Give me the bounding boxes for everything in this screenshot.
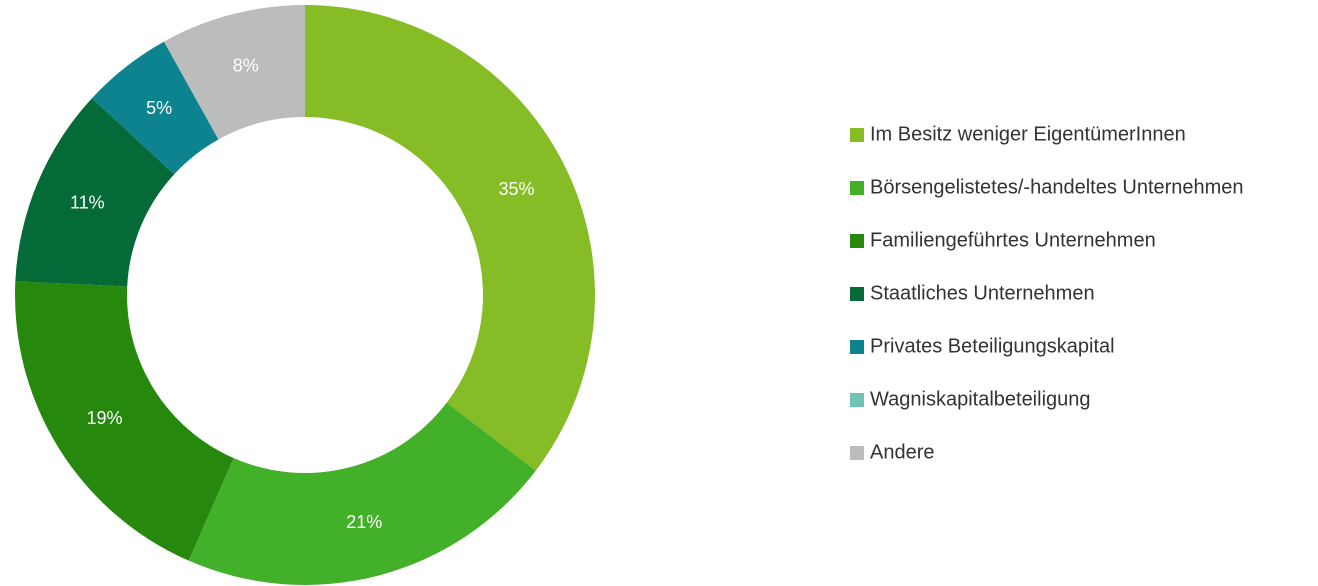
legend-label: Wagniskapitalbeteiligung <box>870 388 1091 410</box>
donut-slice <box>15 98 175 287</box>
legend-label: Familiengeführtes Unternehmen <box>870 229 1156 251</box>
legend-label: Privates Beteiligungskapital <box>870 335 1115 357</box>
legend-swatch <box>850 340 864 354</box>
legend-label: Staatliches Unternehmen <box>870 282 1095 304</box>
legend-swatch <box>850 128 864 142</box>
data-label: 8% <box>233 55 259 75</box>
donut-slice <box>14 281 234 561</box>
data-label: 21% <box>346 512 382 532</box>
donut-slice <box>305 5 596 471</box>
legend-swatch <box>850 446 864 460</box>
donut-slice <box>188 402 536 585</box>
donut-slice <box>164 4 305 140</box>
data-label: 35% <box>498 179 534 199</box>
legend-swatch <box>850 287 864 301</box>
data-label: 11% <box>70 193 105 213</box>
legend-swatch <box>850 181 864 195</box>
donut-slice <box>91 41 219 175</box>
legend-swatch <box>850 234 864 248</box>
legend-swatch <box>850 393 864 407</box>
legend-label: Andere <box>870 441 935 463</box>
data-label: 5% <box>146 98 172 118</box>
data-label: 19% <box>86 408 122 428</box>
legend-label: Börsengelistetes/-handeltes Unternehmen <box>870 176 1244 198</box>
legend-label: Im Besitz weniger EigentümerInnen <box>870 123 1186 145</box>
